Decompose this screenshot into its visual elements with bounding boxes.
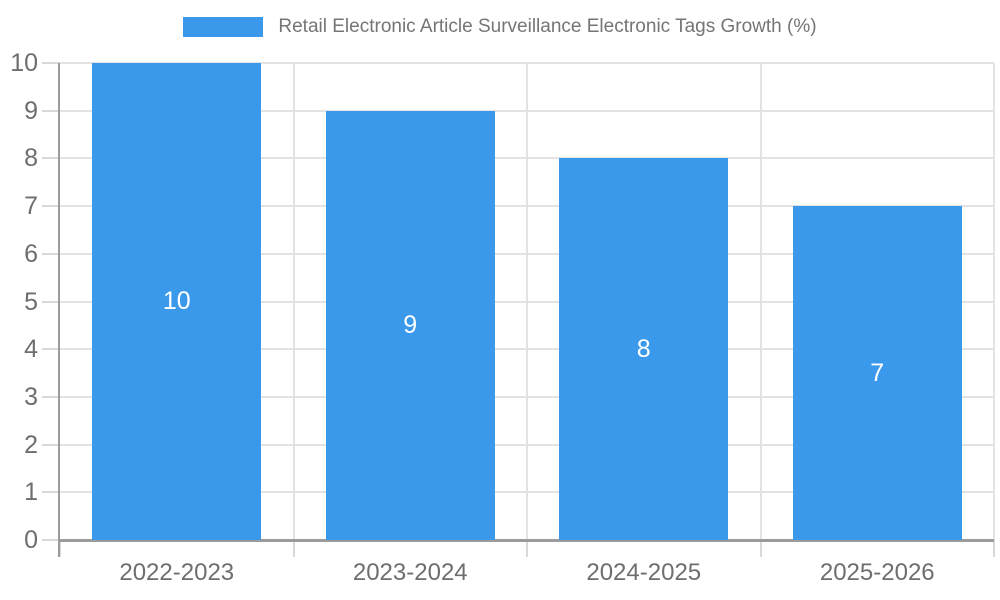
y-tick-mark	[42, 62, 60, 64]
y-axis-label: 7	[24, 192, 38, 221]
x-axis-line	[58, 539, 994, 542]
x-tick-mark	[292, 540, 295, 557]
x-tick-mark	[993, 540, 995, 557]
v-gridline	[526, 63, 528, 540]
bar: 10	[92, 63, 262, 540]
y-tick-mark	[42, 157, 60, 160]
y-tick-mark	[42, 109, 60, 112]
y-axis-label: 1	[24, 478, 38, 507]
chart-legend: Retail Electronic Article Surveillance E…	[0, 16, 1000, 38]
bar-value-label: 10	[162, 287, 191, 315]
y-axis-label: 4	[24, 335, 38, 364]
bar: 9	[325, 110, 495, 540]
bar: 7	[792, 206, 962, 540]
y-axis-line	[58, 63, 60, 557]
y-tick-mark	[42, 539, 60, 541]
y-tick-mark	[42, 395, 60, 398]
y-axis-label: 6	[24, 239, 38, 268]
y-tick-mark	[42, 205, 60, 208]
y-tick-mark	[42, 443, 60, 446]
y-tick-mark	[42, 300, 60, 303]
y-axis-label: 0	[24, 526, 38, 554]
y-tick-mark	[42, 348, 60, 351]
bar-value-label: 9	[403, 310, 418, 339]
bar: 8	[559, 158, 729, 540]
x-tick-mark	[759, 540, 762, 557]
v-gridline	[993, 63, 995, 540]
y-axis-label: 2	[24, 430, 38, 459]
v-gridline	[759, 63, 762, 540]
legend-swatch	[183, 17, 264, 37]
bar-value-label: 7	[870, 358, 885, 387]
v-gridline	[292, 63, 295, 540]
x-axis-label: 2023-2024	[352, 559, 468, 586]
x-tick-mark	[526, 540, 528, 557]
y-tick-mark	[42, 252, 60, 255]
bar-value-label: 8	[636, 334, 651, 363]
legend-label: Retail Electronic Article Surveillance E…	[278, 16, 817, 37]
x-tick-mark	[59, 540, 61, 557]
x-axis-label: 2024-2025	[586, 559, 702, 586]
x-axis-label: 2022-2023	[119, 559, 235, 586]
y-axis-label: 9	[24, 96, 38, 125]
y-axis-label: 10	[10, 49, 38, 77]
y-axis-label: 8	[24, 144, 38, 173]
y-axis-label: 5	[24, 287, 38, 316]
x-axis-label: 2025-2026	[819, 559, 935, 586]
y-axis-label: 3	[24, 382, 38, 411]
y-tick-mark	[42, 491, 60, 494]
